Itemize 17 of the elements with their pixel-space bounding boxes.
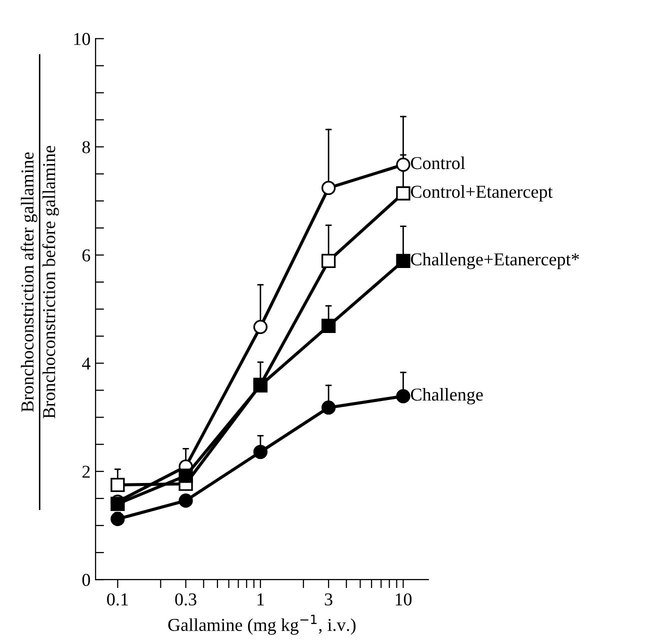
x-tick-label: 0.1 <box>107 593 128 606</box>
x-tick-label: 0.3 <box>175 593 196 606</box>
y-tick-label: 0 <box>82 574 90 586</box>
x-tick-label: 3 <box>324 593 332 606</box>
y-axis-title: Bronchoconstriction after gallamine Bronchoconstriction before gallamine <box>20 146 59 418</box>
series-label: Challenge+Etanercept* <box>410 252 579 270</box>
y-tick-label: 10 <box>74 32 90 46</box>
series-label: Control <box>410 156 466 170</box>
series-label: Challenge <box>410 388 483 404</box>
y-tick-label: 6 <box>82 249 90 262</box>
x-tick-label: 10 <box>396 593 412 606</box>
y-tick-label: 8 <box>82 141 90 154</box>
y-tick-label: 4 <box>82 358 90 370</box>
series-label: Control+Etanercept <box>410 185 553 202</box>
x-axis-title: Gallamine (mg kg$^{−1}$, i.v.) <box>168 614 356 635</box>
y-tick-label: 2 <box>82 466 90 478</box>
x-tick-label: 1 <box>258 593 264 606</box>
